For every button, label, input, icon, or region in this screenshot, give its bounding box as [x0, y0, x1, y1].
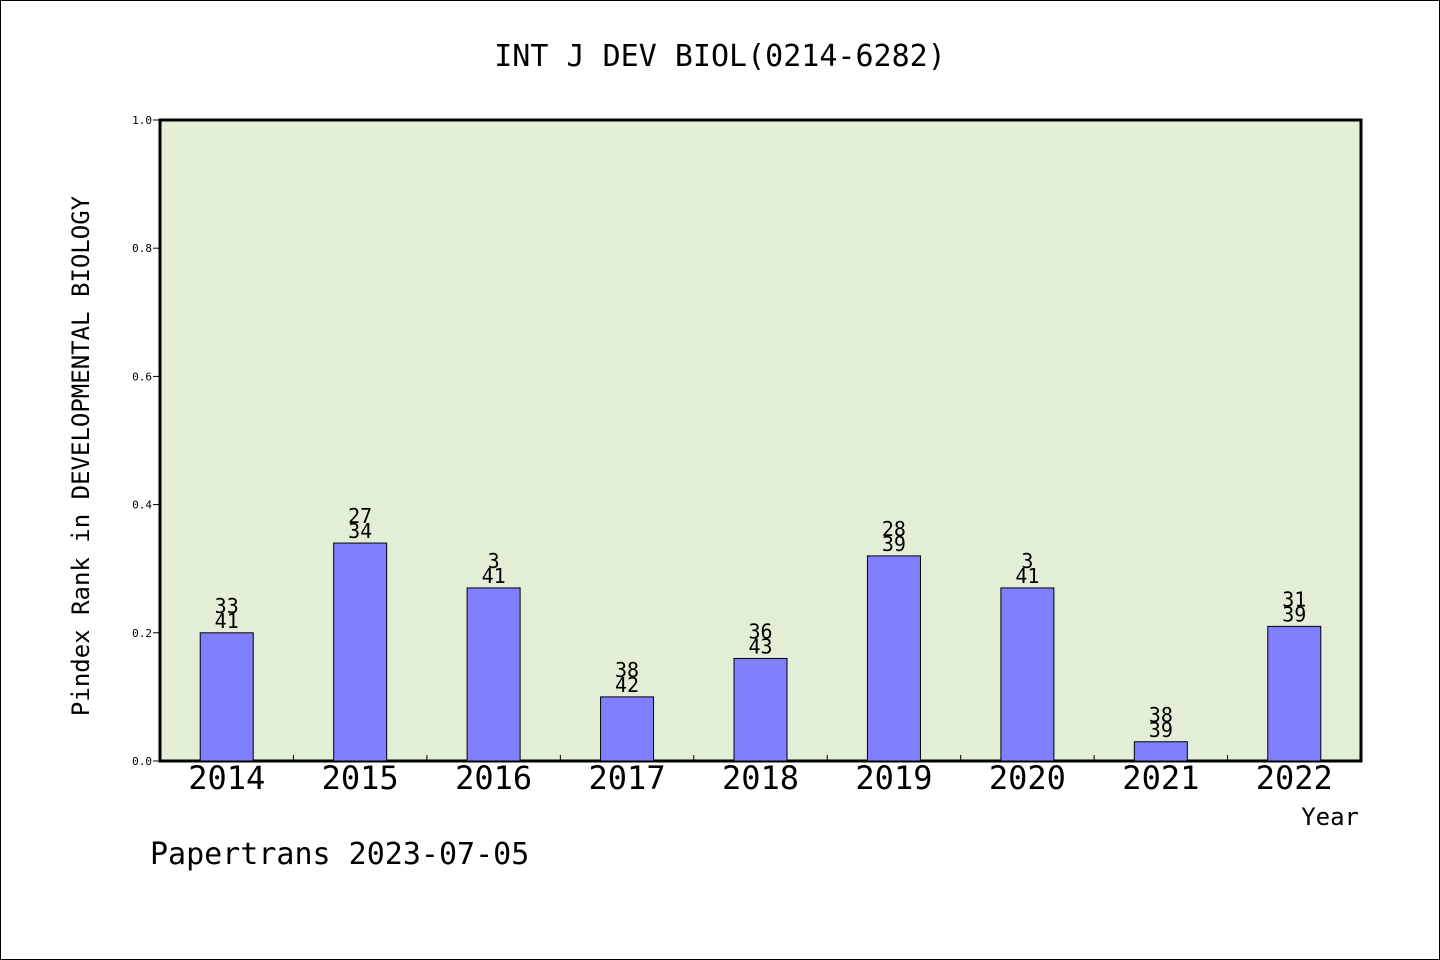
bar-total-label: 42 [615, 673, 639, 697]
bar-total-label: 39 [1149, 718, 1173, 742]
x-tick-label: 2015 [322, 759, 399, 797]
y-tick-label: 0.0 [132, 755, 152, 768]
bar-rank-label: 28 [882, 517, 906, 541]
y-tick-label: 0.2 [132, 627, 152, 640]
bar-rank-label: 3 [1021, 549, 1033, 573]
y-tick-label: 1.0 [132, 114, 152, 127]
bar-total-label: 39 [1282, 602, 1306, 626]
bar-rank-label: 38 [1149, 703, 1173, 727]
bar-2017 [600, 696, 655, 762]
x-tick-label: 2022 [1256, 759, 1333, 797]
x-axis: 2014 2015 2016 2017 2018 2019 2020 2021 2022 [188, 755, 1333, 797]
bar-total-label: 34 [348, 519, 372, 543]
bar-2014 [199, 632, 254, 762]
y-tick-label: 0.4 [132, 499, 152, 512]
bar-total-label: 43 [748, 634, 772, 658]
bar-rank-label: 33 [215, 594, 239, 618]
bar-total-label: 39 [882, 532, 906, 556]
y-axis: 0.0 0.2 0.4 0.6 0.8 1.0 [132, 114, 160, 768]
chart-title: INT J DEV BIOL(0214-6282) [494, 39, 946, 74]
bar-rank-label: 31 [1282, 587, 1306, 611]
bar-rank-label: 27 [348, 504, 372, 528]
bar-total-label: 41 [1015, 564, 1039, 588]
y-axis-label: Pindex Rank in DEVELOPMENTAL BIOLOGY [67, 195, 95, 716]
bar-rank-label: 3 [488, 549, 500, 573]
bar-2019 [866, 555, 921, 762]
y-tick-label: 0.8 [132, 242, 152, 255]
x-tick-label: 2019 [855, 759, 932, 797]
bar-2015 [333, 542, 388, 762]
bar-rank-label: 36 [748, 619, 772, 643]
bar-total-label: 41 [215, 609, 239, 633]
bar-2016 [466, 587, 521, 762]
y-tick-label: 0.6 [132, 370, 152, 383]
bar-2021 [1133, 741, 1188, 762]
x-tick-label: 2021 [1122, 759, 1199, 797]
footer-source: Papertrans 2023-07-05 [150, 837, 529, 872]
bar-2022 [1267, 625, 1322, 762]
x-tick-label: 2014 [188, 759, 265, 797]
bar-rank-label: 38 [615, 658, 639, 682]
bar-2018 [733, 657, 788, 762]
x-axis-label: Year [1301, 803, 1359, 831]
bar-total-label: 41 [482, 564, 506, 588]
x-tick-label: 2016 [455, 759, 532, 797]
x-tick-label: 2017 [589, 759, 666, 797]
x-tick-label: 2020 [989, 759, 1066, 797]
x-tick-label: 2018 [722, 759, 799, 797]
bar-2020 [1000, 587, 1055, 762]
